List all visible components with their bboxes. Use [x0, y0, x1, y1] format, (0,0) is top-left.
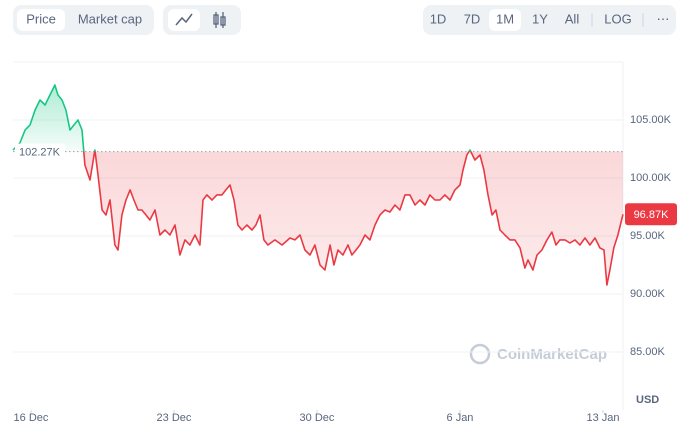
range-button[interactable]: All	[565, 11, 580, 26]
range-button[interactable]: 1D	[430, 11, 447, 26]
y-tick-label: 105.00K	[630, 114, 672, 126]
y-tick-label: 100.00K	[630, 172, 672, 184]
last-price-label: 96.87K	[634, 209, 670, 221]
y-tick-label: 95.00K	[630, 230, 666, 242]
baseline-label-box	[15, 143, 65, 160]
range-button[interactable]: 1Y	[532, 11, 548, 26]
more-button[interactable]: ⋯	[657, 11, 670, 26]
plot: CoinMarketCap	[12, 61, 624, 413]
candle-icon[interactable]	[213, 12, 226, 28]
price-line	[12, 84, 624, 286]
range-button[interactable]: 1M	[496, 11, 514, 26]
range-selected	[489, 9, 521, 31]
x-tick-label: 30 Dec	[300, 412, 335, 424]
metric-tab[interactable]: Market cap	[78, 11, 142, 26]
range-button[interactable]: 7D	[464, 11, 481, 26]
y-tick-label: 85.00K	[630, 346, 666, 358]
line-icon[interactable]	[175, 13, 193, 26]
x-tick-label: 16 Dec	[14, 412, 49, 424]
metric-tab[interactable]: Price	[26, 11, 56, 26]
y-tick-label: 90.00K	[630, 288, 666, 300]
last-price-tag	[625, 203, 677, 226]
x-tick-label: 13 Jan	[586, 412, 619, 424]
x-tick-label: 23 Dec	[157, 412, 192, 424]
watermark-text: CoinMarketCap	[497, 346, 607, 363]
currency-label: USD	[636, 394, 659, 406]
area-fill	[13, 85, 623, 285]
watermark: CoinMarketCap	[469, 343, 607, 365]
log-button[interactable]: LOG	[604, 11, 631, 26]
x-tick-label: 6 Jan	[447, 412, 474, 424]
range-group	[423, 5, 676, 35]
tab-selected	[17, 9, 65, 31]
toolbar: LOG ⋯ Price Market cap 1D 7D 1M 1Y All	[13, 5, 676, 35]
baseline-label: 102.27K	[19, 147, 61, 159]
